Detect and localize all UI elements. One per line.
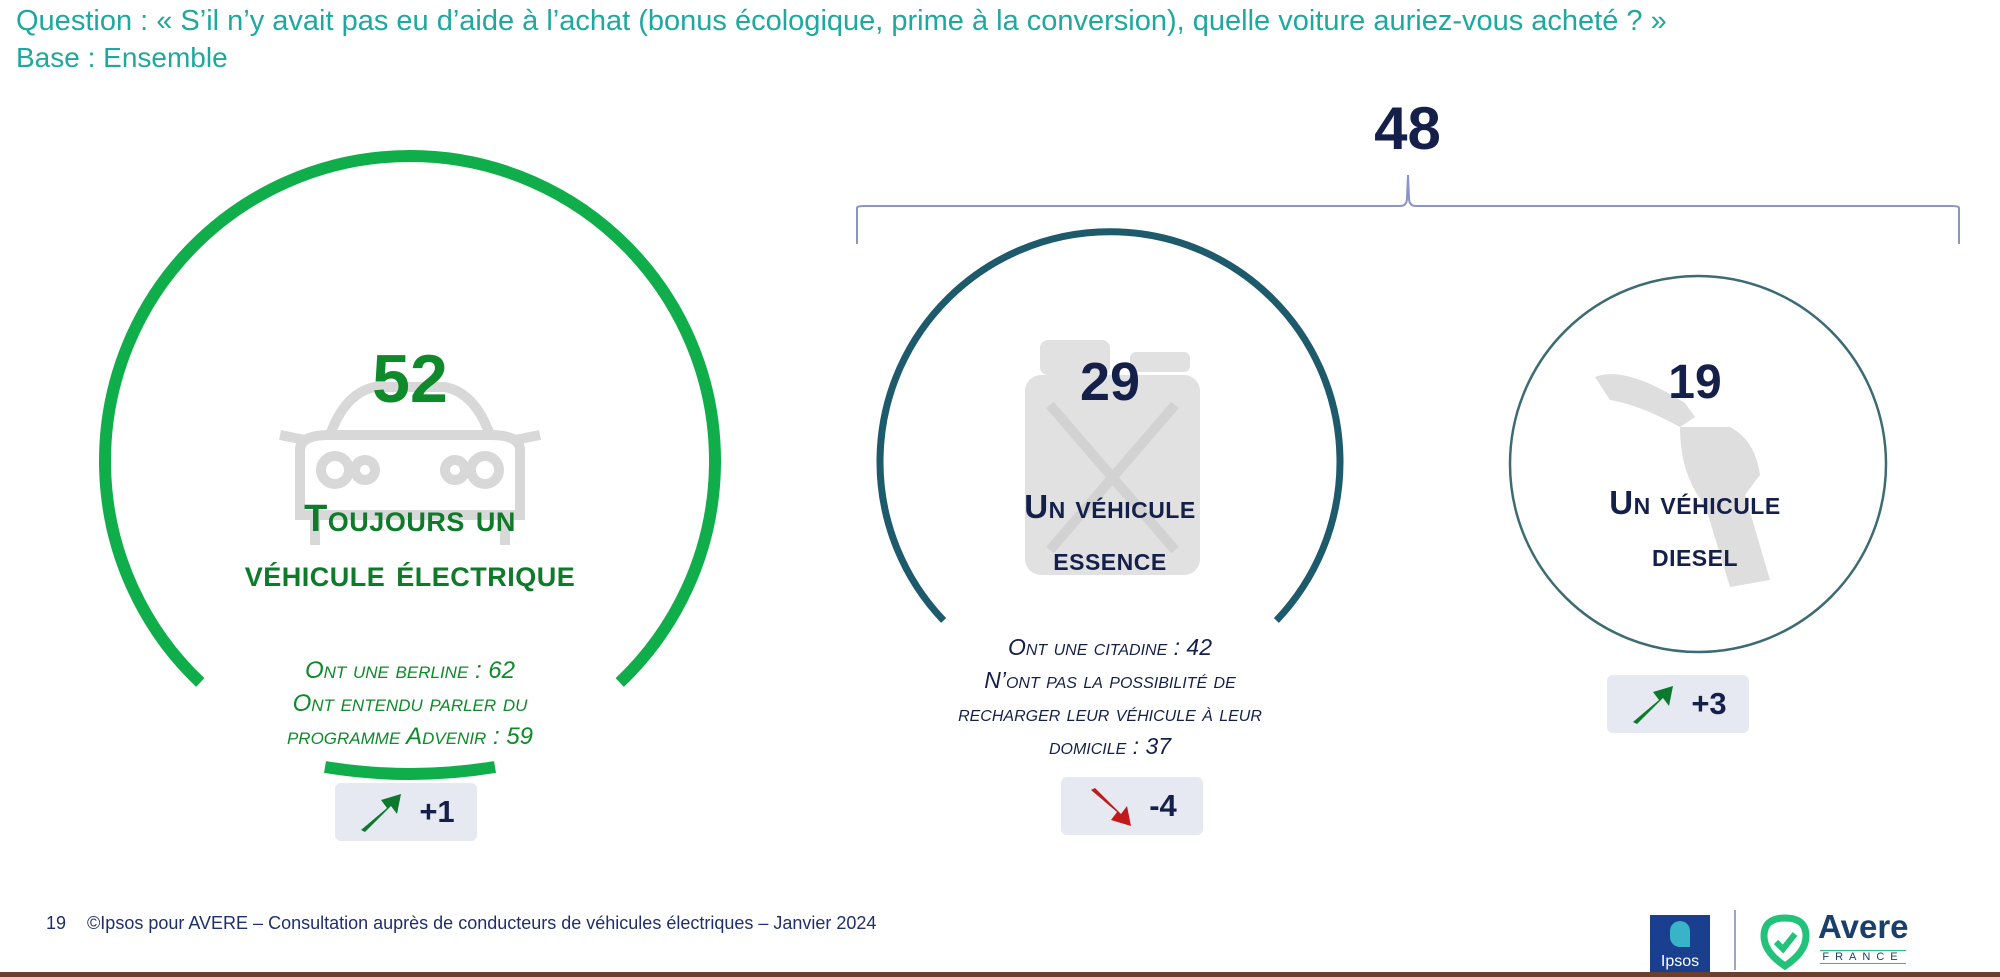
essence-change: -4 — [1149, 788, 1177, 823]
diesel-label-line1: Un véhicule — [1609, 484, 1781, 521]
essence-arc — [876, 228, 1344, 623]
essence-note: domicile : 37 — [1048, 733, 1172, 759]
electric-label-line2: véhicule électrique — [244, 553, 576, 595]
essence-note: recharger leur véhicule à leur — [958, 700, 1262, 726]
avere-logo-text: Avere — [1818, 908, 1909, 945]
bracket — [856, 174, 1960, 244]
electric-value: 52 — [372, 341, 448, 417]
diesel-change-badge: +3 — [1607, 675, 1749, 733]
electric-note: Ont entendu parler du — [292, 690, 528, 717]
footer-credit: ©Ipsos pour AVERE – Consultation auprès … — [87, 913, 877, 933]
ipsos-logo: Ipsos — [1650, 915, 1710, 975]
base-text: Base : Ensemble — [16, 42, 228, 73]
arrow-down-icon — [1091, 788, 1132, 826]
electric-change: +1 — [419, 794, 455, 829]
diesel-value: 19 — [1668, 356, 1722, 409]
arrow-up-icon — [361, 794, 402, 832]
diesel-circle — [1508, 274, 1888, 654]
electric-arc — [99, 150, 721, 780]
essence-note: N’ont pas la possibilité de — [984, 667, 1236, 693]
essence-value: 29 — [1079, 352, 1141, 412]
car-icon — [279, 382, 541, 545]
essence-label-line1: Un véhicule — [1024, 488, 1196, 525]
electric-notes: Ont une berline : 62 Ont entendu parler … — [230, 654, 590, 753]
ipsos-logo-mark — [1670, 921, 1690, 947]
electric-label-line1: Toujours un — [304, 498, 516, 540]
essence-change-badge: -4 — [1061, 777, 1203, 835]
bottom-bar — [0, 972, 2000, 977]
essence-notes: Ont une citadine : 42 N’ont pas la possi… — [920, 631, 1300, 763]
bracket-total: 48 — [1374, 95, 1441, 162]
ipsos-logo-text: Ipsos — [1660, 953, 1700, 970]
fuel-nozzle-icon — [1595, 374, 1770, 587]
electric-change-badge: +1 — [335, 783, 477, 841]
essence-note: Ont une citadine : 42 — [1007, 634, 1213, 660]
electric-note: programme Advenir : 59 — [286, 723, 534, 750]
avere-logo-sub: FRANCE — [1820, 950, 1906, 964]
diesel-label-line2: diesel — [1651, 536, 1739, 573]
footer: 19 ©Ipsos pour AVERE – Consultation aupr… — [46, 913, 876, 934]
avere-leaf-icon — [1760, 914, 1810, 970]
page-number: 19 — [46, 913, 67, 933]
essence-label-line2: essence — [1053, 540, 1167, 577]
electric-note: Ont une berline : 62 — [304, 657, 515, 684]
arrow-up-icon — [1633, 686, 1674, 724]
jerrycan-icon — [1025, 340, 1200, 575]
question-text: Question : « S’il n’y avait pas eu d’aid… — [16, 5, 1667, 37]
diesel-change: +3 — [1691, 686, 1727, 721]
logo-divider — [1734, 910, 1736, 970]
